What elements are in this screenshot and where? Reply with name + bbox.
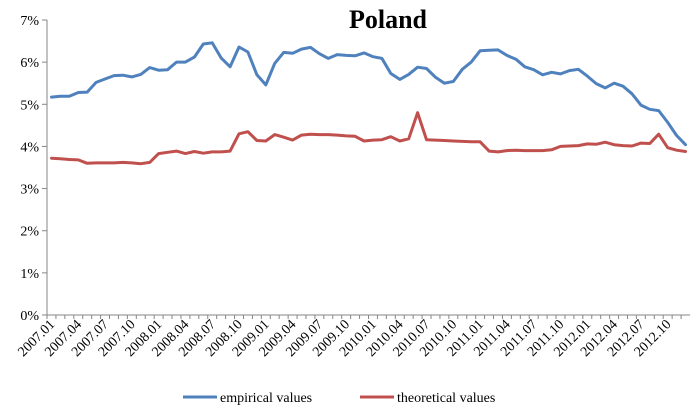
y-tick-label: 1% bbox=[20, 267, 39, 282]
legend-label: empirical values bbox=[220, 391, 312, 406]
series-layer bbox=[50, 41, 687, 166]
y-tick-label: 2% bbox=[20, 225, 39, 240]
series-line-empirical bbox=[50, 41, 687, 147]
y-tick-label: 0% bbox=[20, 309, 39, 324]
x-axis: 2007.012007.042007.072007.102008.012008.… bbox=[16, 314, 690, 360]
legend: empirical values theoretical values bbox=[183, 391, 495, 406]
y-axis: 0% 1% 2% 3% 4% 5% 6% 7% bbox=[20, 14, 48, 324]
y-tick-label: 5% bbox=[20, 98, 39, 113]
chart-title: Poland bbox=[349, 5, 428, 34]
y-tick-label: 4% bbox=[20, 140, 39, 155]
y-tick-label: 3% bbox=[20, 183, 39, 198]
series-line-theoretical bbox=[50, 111, 687, 166]
legend-label: theoretical values bbox=[397, 391, 495, 406]
y-tick-label: 7% bbox=[20, 14, 39, 29]
y-tick-label: 6% bbox=[20, 56, 39, 71]
